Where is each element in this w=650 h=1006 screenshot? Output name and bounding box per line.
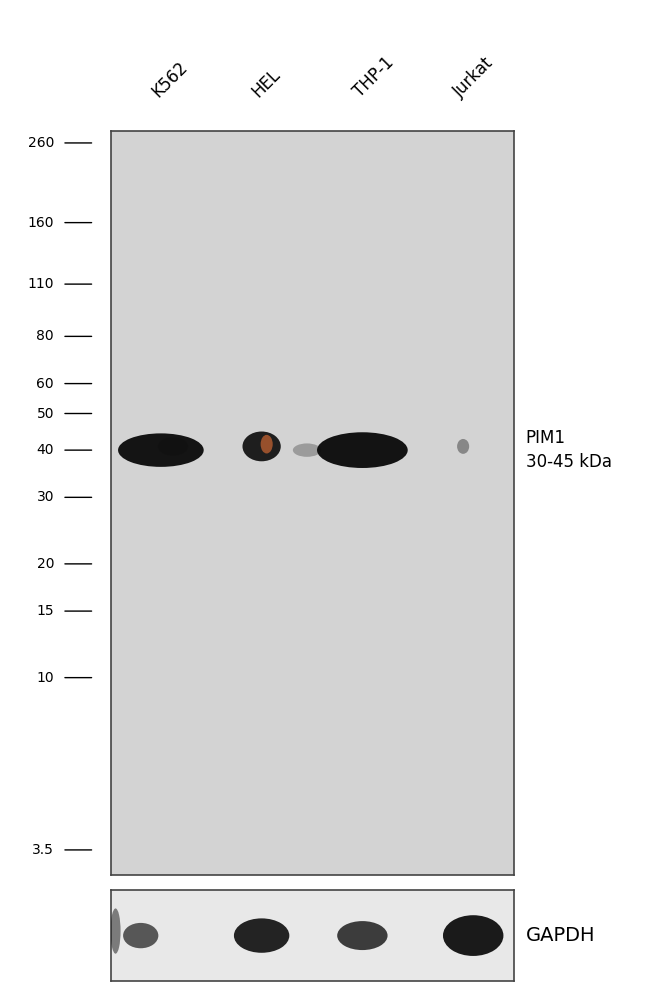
Ellipse shape bbox=[337, 921, 387, 950]
Text: 10: 10 bbox=[36, 671, 54, 685]
Text: 80: 80 bbox=[36, 329, 54, 343]
Text: 110: 110 bbox=[27, 277, 54, 291]
Text: 40: 40 bbox=[36, 443, 54, 457]
Ellipse shape bbox=[111, 908, 121, 954]
Text: 50: 50 bbox=[36, 406, 54, 421]
Text: 15: 15 bbox=[36, 604, 54, 618]
Ellipse shape bbox=[457, 439, 469, 454]
Ellipse shape bbox=[443, 915, 503, 956]
Text: 60: 60 bbox=[36, 376, 54, 390]
Ellipse shape bbox=[118, 434, 203, 467]
Ellipse shape bbox=[261, 435, 273, 454]
Text: 260: 260 bbox=[28, 136, 54, 150]
Text: PIM1
30-45 kDa: PIM1 30-45 kDa bbox=[526, 430, 612, 471]
Ellipse shape bbox=[123, 923, 159, 949]
Text: THP-1: THP-1 bbox=[350, 53, 397, 101]
Text: K562: K562 bbox=[148, 58, 191, 101]
Ellipse shape bbox=[293, 444, 321, 457]
Ellipse shape bbox=[317, 433, 408, 468]
Ellipse shape bbox=[158, 437, 188, 456]
Text: GAPDH: GAPDH bbox=[526, 927, 595, 945]
Ellipse shape bbox=[234, 918, 289, 953]
Text: HEL: HEL bbox=[249, 65, 284, 101]
Text: 160: 160 bbox=[27, 215, 54, 229]
Text: 30: 30 bbox=[36, 490, 54, 504]
Text: Jurkat: Jurkat bbox=[450, 54, 497, 101]
Text: 20: 20 bbox=[36, 557, 54, 570]
Text: 3.5: 3.5 bbox=[32, 843, 54, 857]
Ellipse shape bbox=[242, 432, 281, 462]
